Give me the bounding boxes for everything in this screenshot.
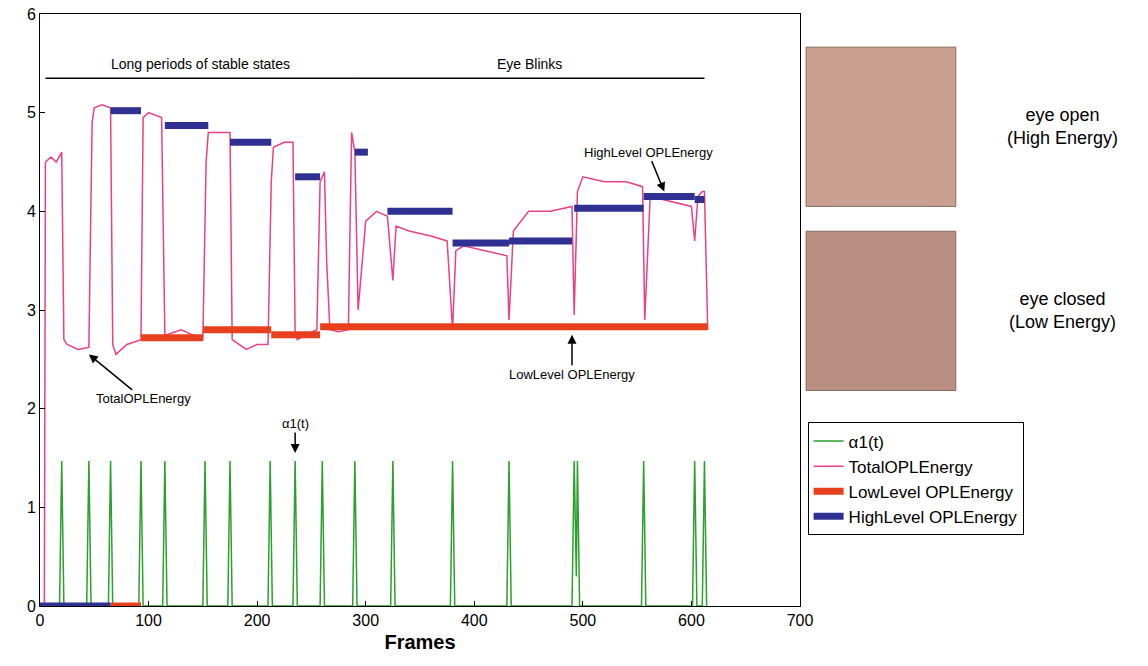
svg-text:Long periods of stable states: Long periods of stable states <box>111 56 290 72</box>
svg-text:eye closed(Low Energy): eye closed(Low Energy) <box>1009 289 1116 332</box>
svg-text:5: 5 <box>27 104 36 121</box>
svg-text:1: 1 <box>27 499 36 516</box>
svg-text:LowLevel OPLEnergy: LowLevel OPLEnergy <box>509 367 635 382</box>
svg-text:eye open(High Energy): eye open(High Energy) <box>1007 105 1118 148</box>
svg-text:3: 3 <box>27 302 36 319</box>
svg-text:500: 500 <box>570 612 597 629</box>
svg-text:2: 2 <box>27 400 36 417</box>
svg-text:Eye Blinks: Eye Blinks <box>497 56 562 72</box>
svg-text:HighLevel OPLEnergy: HighLevel OPLEnergy <box>849 508 1018 527</box>
svg-text:LowLevel OPLEnergy: LowLevel OPLEnergy <box>849 483 1014 502</box>
svg-text:0: 0 <box>36 612 45 629</box>
svg-text:200: 200 <box>244 612 271 629</box>
svg-text:700: 700 <box>787 612 814 629</box>
svg-text:α1(t): α1(t) <box>282 416 309 431</box>
svg-text:α1(t): α1(t) <box>849 433 884 452</box>
svg-text:HighLevel OPLEnergy: HighLevel OPLEnergy <box>584 145 713 160</box>
svg-text:100: 100 <box>135 612 162 629</box>
svg-text:Frames: Frames <box>384 631 455 653</box>
svg-text:300: 300 <box>352 612 379 629</box>
svg-text:4: 4 <box>27 203 36 220</box>
svg-text:6: 6 <box>27 6 36 23</box>
svg-text:400: 400 <box>461 612 488 629</box>
svg-text:600: 600 <box>678 612 705 629</box>
svg-text:TotalOPLEnergy: TotalOPLEnergy <box>96 391 191 406</box>
svg-text:TotalOPLEnergy: TotalOPLEnergy <box>849 458 973 477</box>
svg-text:0: 0 <box>27 598 36 615</box>
